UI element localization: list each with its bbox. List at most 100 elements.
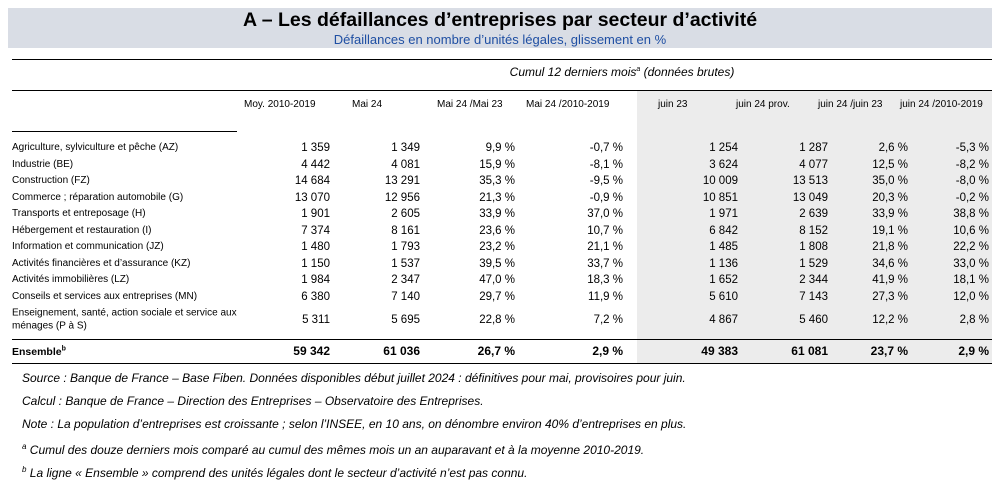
total-cell: 23,7 %: [870, 344, 908, 358]
table-cell: 1 793: [391, 241, 420, 254]
table-cell: 22,8 %: [479, 314, 515, 326]
total-cell: 49 383: [701, 344, 738, 358]
table-cell: 3 624: [709, 158, 738, 171]
label-underline: [12, 131, 237, 132]
table-cell: 1 808: [799, 241, 828, 254]
table-cell: 41,9 %: [872, 274, 908, 287]
table-cell: -8,0 %: [955, 175, 989, 188]
table-row: Enseignement, santé, action sociale et s…: [12, 305, 992, 335]
table-cell: 21,1 %: [587, 241, 623, 254]
table-cell: 7 374: [301, 224, 330, 237]
table-cell: 12,5 %: [872, 158, 908, 171]
table-cell: 33,9 %: [479, 208, 515, 221]
table-cell: 12,2 %: [872, 314, 908, 326]
table-cell: 23,6 %: [479, 224, 515, 237]
table-cell: 1 652: [709, 274, 738, 287]
table-cell: 18,1 %: [953, 274, 989, 287]
table-row: Information et communication (JZ) 1 480 1 …: [12, 239, 992, 256]
table-cell: 20,3 %: [872, 191, 908, 204]
table-cell: 2,6 %: [878, 142, 908, 155]
table-row: Hébergement et restauration (I) 7 374 8 16…: [12, 223, 992, 240]
table-cell: 1 971: [709, 208, 738, 221]
table-cell: 1 287: [799, 142, 828, 155]
table-cell: 10,6 %: [953, 224, 989, 237]
column-header: juin 24 /juin 23: [818, 99, 883, 110]
table-cell: 4 077: [799, 158, 828, 171]
table-cell: 19,1 %: [872, 224, 908, 237]
table-cell: 8 152: [799, 224, 828, 237]
table-cell: 10 009: [702, 175, 738, 188]
note-source: Source : Banque de France – Base Fiben. …: [22, 371, 686, 385]
total-cell: 2,9 %: [592, 344, 623, 358]
table-cell: -8,1 %: [589, 158, 623, 171]
table-cell: 10,7 %: [587, 224, 623, 237]
table-cell: 2 344: [799, 274, 828, 287]
table-cell: 33,9 %: [872, 208, 908, 221]
title-band: [8, 8, 992, 48]
total-cell: 61 081: [791, 344, 828, 358]
table-cell: 37,0 %: [587, 208, 623, 221]
table-cell: 6 842: [709, 224, 738, 237]
table-cell: -0,7 %: [589, 142, 623, 155]
table-cell: 10 851: [702, 191, 738, 204]
column-header: Mai 24 /Mai 23: [437, 99, 503, 110]
column-header: Moy. 2010-2019: [244, 99, 316, 110]
page-subtitle: Défaillances en nombre d’unités légales,…: [333, 32, 667, 47]
table-cell: 12,0 %: [953, 290, 989, 303]
row-label: Activités financières et d’assurance (KZ…: [12, 257, 191, 269]
table-row: Industrie (BE) 4 442 4 081 15,9 % -8,1 % 3 62…: [12, 157, 992, 174]
table-cell: 18,3 %: [587, 274, 623, 287]
table-cell: -5,3 %: [955, 142, 989, 155]
table-cell: 1 485: [709, 241, 738, 254]
table-top-rule: [12, 59, 992, 60]
table-cell: -9,5 %: [589, 175, 623, 188]
row-label: Conseils et services aux entreprises (MN…: [12, 290, 198, 302]
row-label: Hébergement et restauration (I): [12, 224, 152, 236]
table-cell: 1 984: [301, 274, 330, 287]
note-population: Note : La population d’entreprises est c…: [22, 417, 687, 431]
table-cell: 11,9 %: [588, 290, 623, 303]
table-cell: 2 639: [799, 208, 828, 221]
page-title: A – Les défaillances d’entreprises par s…: [242, 9, 758, 31]
table-cell: 1 359: [301, 142, 330, 155]
table-cell: 21,8 %: [872, 241, 908, 254]
total-row: Ensembleb 59 342 61 036 26,7 % 2,9 % 49 383 6…: [12, 339, 992, 363]
table-cell: 1 150: [301, 257, 330, 270]
column-header: Mai 24 /2010-2019: [526, 99, 610, 110]
header-rule: [12, 90, 992, 91]
table-cell: 4 867: [709, 314, 738, 326]
table-cell: 12 956: [384, 191, 420, 204]
row-label: Transports et entreposage (H): [12, 208, 146, 219]
total-cell: 61 036: [383, 344, 420, 358]
table-cell: 7 143: [799, 290, 828, 303]
total-cell: 2,9 %: [958, 344, 989, 358]
table-cell: 2 605: [391, 208, 420, 221]
column-header: Mai 24: [352, 99, 383, 110]
notes: Source : Banque de France – Base Fiben. …: [22, 369, 992, 484]
table-cell: 5 460: [799, 314, 828, 326]
row-label: Agriculture, sylviculture et pêche (AZ): [12, 142, 179, 153]
table-bottom-rule: [12, 363, 992, 364]
table-cell: 21,3 %: [479, 191, 515, 204]
table-cell: 35,3 %: [479, 175, 515, 188]
shaded-juin-columns: [637, 91, 992, 363]
group-header: Cumul 12 derniers moisa (données brutes): [509, 65, 735, 79]
table-cell: 13 070: [294, 191, 330, 204]
table-cell: 5 695: [391, 314, 420, 326]
table-cell: 1 136: [709, 257, 738, 270]
table-cell: 39,5 %: [479, 257, 515, 270]
table-row: Conseils et services aux entreprises (MN…: [12, 289, 992, 306]
table-row: Transports et entreposage (H) 1 901 2 605 3…: [12, 206, 992, 223]
table-cell: 2,8 %: [959, 314, 989, 326]
table-cell: 4 081: [391, 158, 420, 171]
note-calcul: Calcul : Banque de France – Direction de…: [22, 394, 484, 408]
table-row: Agriculture, sylviculture et pêche (AZ) 1…: [12, 140, 992, 157]
row-label: Construction (FZ): [12, 175, 90, 186]
table-cell: 23,2 %: [479, 241, 515, 254]
table-cell: 5 311: [302, 314, 330, 326]
table-cell: 35,0 %: [872, 175, 908, 188]
table-cell: -0,9 %: [589, 191, 623, 204]
table-cell: 13 291: [384, 175, 420, 188]
row-label: Information et communication (JZ): [12, 241, 164, 252]
table-cell: 38,8 %: [953, 208, 989, 221]
